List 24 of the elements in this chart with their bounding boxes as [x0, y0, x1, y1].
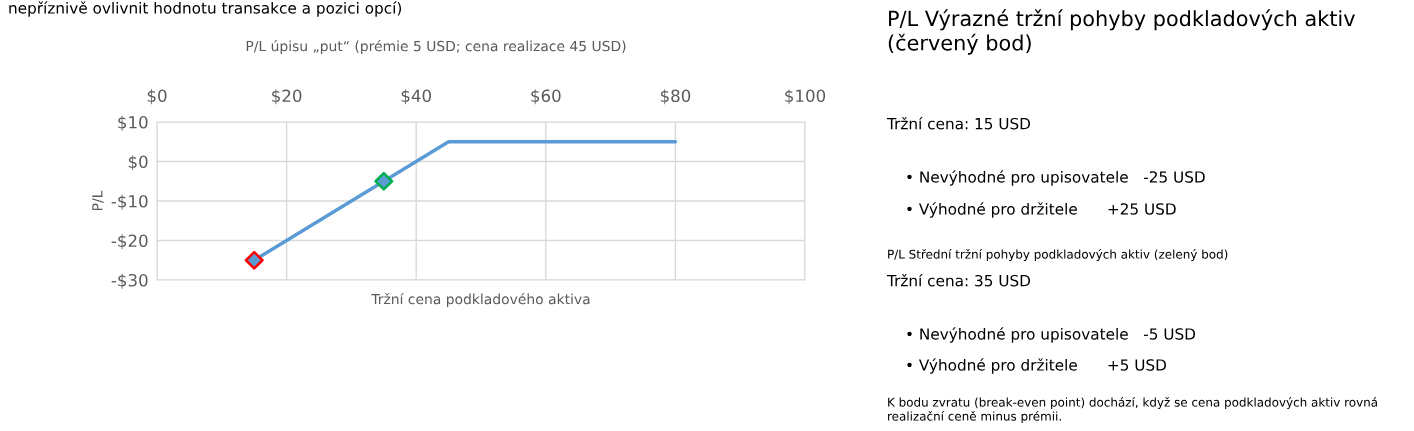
text: • Nevýhodné pro upisovatele -5 USD [907, 327, 1196, 343]
chart-title: P/L úpisu „put“ (prémie 5 USD; cena realizace 45 USD) [246, 40, 626, 54]
y-tick-label: $10 [118, 115, 148, 131]
text: K bodu zvratu (break-even point) dochází, když se cena podkladových aktiv rovná realizační ceně minus prémii. [888, 397, 1377, 423]
y-tick-label: -$20 [111, 234, 148, 250]
text: Tržní cena: 35 USD [886, 274, 1031, 287]
x-axis-title: Tržní cena podkladového aktiva [371, 293, 590, 307]
y-tick-label: -$10 [111, 194, 148, 210]
text: P/L Střední tržní pohyby podkladových aktiv (zelený bod) [888, 248, 1228, 262]
y-axis-title: P/L [92, 190, 104, 211]
x-tick-label: $0 [147, 89, 167, 105]
x-tick-label: $20 [272, 89, 302, 105]
x-tick-label: $60 [531, 89, 561, 105]
x-tick-label: $40 [401, 89, 431, 105]
y-tick-label: -$30 [111, 273, 148, 289]
text: • Výhodné pro držitele +5 USD [907, 358, 1166, 374]
text: Tržní cena: 15 USD [886, 117, 1031, 130]
text: • Nevýhodné pro upisovatele -25 USD [907, 170, 1205, 186]
y-tick-label: $0 [128, 155, 148, 171]
x-tick-label: $100 [785, 89, 826, 105]
x-tick-label: $80 [660, 89, 691, 105]
text: • Výhodné pro držitele +25 USD [907, 202, 1176, 218]
text: P/L Výrazné tržní pohyby podkladových aktiv (červený bod) [888, 9, 1355, 55]
text: nepříznivě ovlivnit hodnotu transakce a pozici opcí) [9, 1, 402, 17]
